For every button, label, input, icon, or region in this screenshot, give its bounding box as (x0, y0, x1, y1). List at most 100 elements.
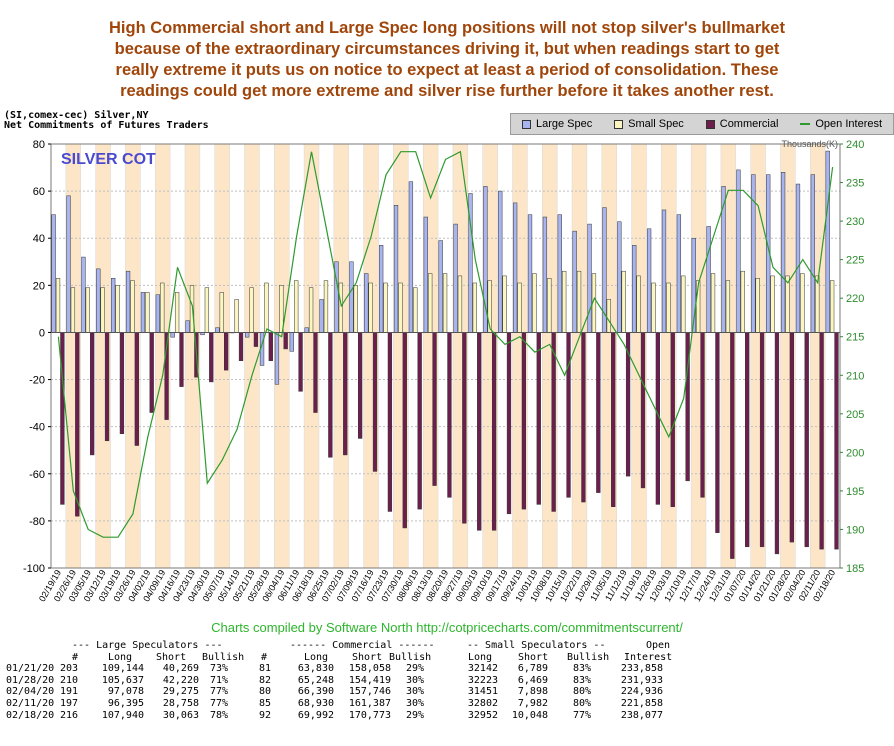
bar-commercial (581, 332, 586, 503)
table-cell: 83% (572, 674, 591, 686)
table-cell: 203 (59, 663, 78, 675)
bar-commercial (134, 332, 139, 446)
bar-small-spec (740, 270, 745, 333)
bar-small-spec (383, 282, 388, 333)
bar-commercial (477, 332, 482, 531)
bar-commercial (387, 332, 393, 512)
bar-small-spec (576, 270, 582, 333)
bar-small-spec (413, 287, 418, 333)
bar-large-spec (498, 190, 503, 333)
plot-frame (50, 143, 841, 569)
bar-commercial (343, 332, 348, 456)
table-cell: 197 (59, 697, 78, 709)
table-cell: 63,830 (297, 663, 334, 675)
week-band (333, 144, 349, 568)
column-header: Long (304, 651, 329, 663)
table-cell: 238,077 (620, 709, 663, 721)
week-band (244, 144, 260, 568)
column-header: # (72, 651, 79, 663)
bar-small-spec (800, 273, 805, 333)
bar-large-spec (185, 320, 190, 333)
table-cell: 69,992 (297, 709, 334, 721)
bar-large-spec (795, 183, 801, 333)
group-header-open: Open (646, 640, 671, 651)
bar-small-spec (428, 273, 433, 333)
table-column-header-row: # Long Short Bullish # Long Short Bullish Long Sh… (6, 652, 886, 664)
y-tick-label: 20 (33, 280, 45, 292)
week-band (274, 144, 290, 568)
legend-swatch (521, 119, 531, 129)
y2-tick-label: 235 (846, 178, 864, 190)
bar-large-spec (215, 327, 220, 333)
bar-large-spec (393, 204, 399, 333)
bar-large-spec (140, 292, 146, 333)
bar-large-spec (751, 174, 756, 333)
table-cell: 80% (572, 686, 591, 698)
bar-large-spec (51, 214, 56, 333)
bar-large-spec (810, 174, 815, 333)
bar-commercial (462, 332, 467, 524)
column-header: Long (468, 651, 493, 663)
bar-large-spec (780, 172, 786, 333)
y-tick-label: -80 (29, 516, 45, 528)
row-date: 02/04/20 (6, 686, 55, 698)
table-cell: 158,058 (348, 663, 391, 675)
bar-large-spec (542, 216, 548, 333)
cot-chart: 806040200-20-40-60-80-100240235230225220… (23, 139, 864, 603)
bar-commercial (700, 332, 705, 498)
legend-swatch (614, 119, 624, 129)
table-cell: 109,144 (101, 663, 144, 675)
bar-large-spec (81, 256, 86, 333)
bar-commercial (804, 332, 809, 548)
bar-commercial (283, 332, 288, 350)
table-row: 01/28/20 210 105,637 42,220 71% 82 65,248 154,4… (6, 675, 886, 687)
bar-large-spec (245, 332, 250, 338)
bar-commercial (819, 332, 824, 550)
bar-commercial (417, 332, 422, 510)
table-cell: 29% (405, 663, 424, 675)
bar-large-spec (274, 332, 280, 385)
bar-commercial (75, 332, 80, 517)
y2-unit-label: Thousands(K) (781, 139, 838, 149)
bar-large-spec (349, 261, 354, 333)
chart-legend: Large Spec Small Spec Commercial Open In… (510, 113, 894, 135)
bar-large-spec (736, 169, 741, 333)
y2-tick-label: 210 (846, 370, 864, 382)
table-cell: 157,746 (348, 686, 391, 698)
headline-line: really extreme it puts us on notice to e… (115, 61, 779, 79)
bar-small-spec (234, 299, 239, 333)
row-date: 02/11/20 (6, 697, 55, 709)
table-cell: 92 (258, 709, 271, 721)
table-cell: 32802 (467, 697, 498, 709)
bar-commercial (328, 332, 333, 458)
week-band (304, 144, 319, 568)
table-cell: 30,063 (162, 709, 199, 721)
bar-large-spec (155, 294, 160, 333)
table-cell: 30% (405, 686, 424, 698)
bar-commercial (313, 332, 318, 413)
table-cell: 66,390 (297, 686, 334, 698)
table-cell: 29,275 (162, 686, 199, 698)
legend-swatch (705, 119, 715, 129)
bar-commercial (298, 332, 303, 392)
legend-label: Large Spec (535, 118, 593, 130)
bar-large-spec (646, 228, 652, 333)
y-tick-label: 60 (33, 186, 45, 198)
bar-large-spec (632, 245, 637, 333)
bar-small-spec (457, 275, 463, 333)
table-cell: 31451 (467, 686, 498, 698)
bar-large-spec (527, 214, 533, 333)
row-date: 01/21/20 (6, 663, 55, 675)
bar-commercial (655, 332, 661, 505)
bar-large-spec (111, 278, 116, 333)
bar-commercial (551, 332, 556, 512)
y-tick-label: 40 (33, 233, 45, 245)
bar-small-spec (621, 270, 626, 333)
column-header: Short (518, 651, 549, 663)
bar-commercial (238, 332, 244, 361)
table-cell: 78% (209, 709, 228, 721)
bar-large-spec (557, 214, 562, 333)
table-cell: 231,933 (620, 674, 663, 686)
bar-small-spec (115, 285, 120, 333)
bar-small-spec (502, 275, 507, 333)
